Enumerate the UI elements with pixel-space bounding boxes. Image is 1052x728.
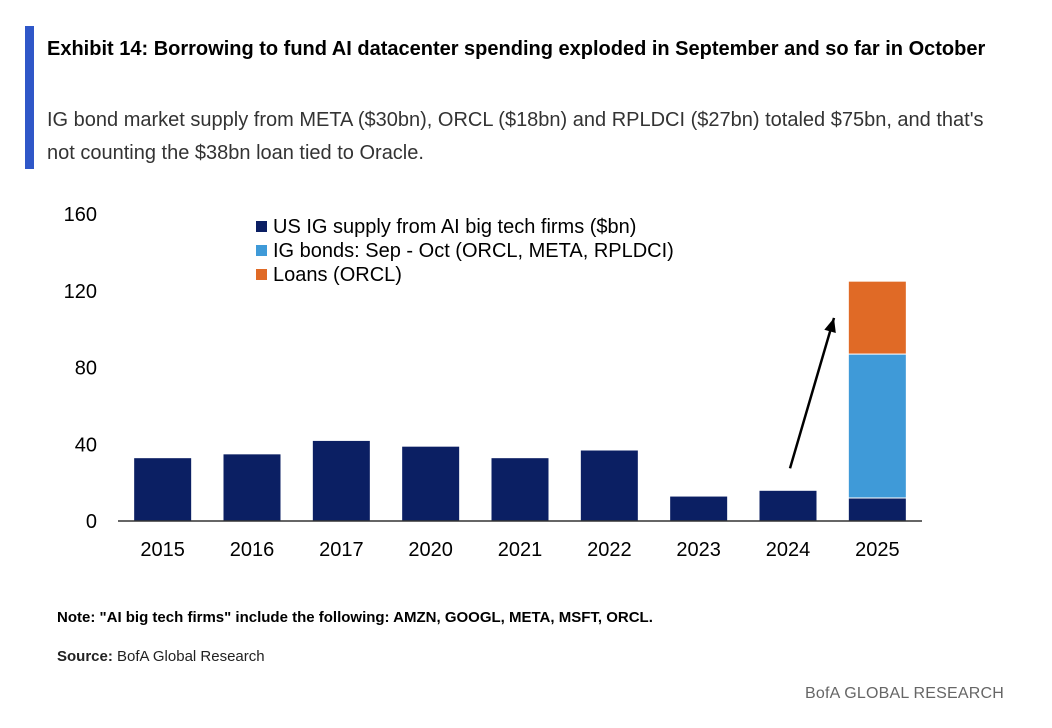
bar-segment bbox=[133, 457, 193, 522]
source-text: BofA Global Research bbox=[112, 648, 265, 665]
x-tick-label: 2020 bbox=[408, 539, 453, 561]
bar-chart: 0 40 80 120 160 2015 2016 2017 2020 2021 2022 2023 2… bbox=[64, 204, 922, 561]
y-tick-label: 80 bbox=[75, 358, 97, 380]
y-tick-label: 0 bbox=[86, 511, 97, 533]
y-tick-label: 120 bbox=[64, 281, 97, 303]
annotation-arrow-shaft bbox=[788, 317, 836, 469]
bar-segment bbox=[490, 457, 550, 522]
legend-swatch bbox=[256, 245, 267, 256]
y-tick-label: 160 bbox=[64, 204, 97, 226]
x-tick-label: 2016 bbox=[230, 539, 275, 561]
x-tick-label: 2021 bbox=[498, 539, 543, 561]
legend-label: IG bonds: Sep - Oct (ORCL, META, RPLDCI) bbox=[273, 240, 674, 262]
bar-segment bbox=[758, 489, 818, 522]
footer-brand: BofA GLOBAL RESEARCH bbox=[805, 685, 1005, 702]
legend-label: US IG supply from AI big tech firms ($bn… bbox=[273, 216, 636, 238]
bar-segment bbox=[847, 353, 907, 499]
chart-source: Source: BofA Global Research bbox=[57, 648, 265, 665]
legend-label: Loans (ORCL) bbox=[273, 264, 402, 286]
bar-segment bbox=[847, 280, 907, 355]
bar-segment bbox=[401, 445, 461, 522]
bar-segment bbox=[847, 497, 907, 522]
bar-segment bbox=[222, 453, 282, 522]
bar-segment bbox=[579, 449, 639, 522]
x-tick-label: 2025 bbox=[855, 539, 900, 561]
legend-swatch bbox=[256, 269, 267, 280]
x-tick-label: 2023 bbox=[676, 539, 721, 561]
chart-note: Note: "AI big tech firms" include the fo… bbox=[57, 609, 653, 626]
exhibit-title: Exhibit 14: Borrowing to fund AI datacen… bbox=[47, 38, 986, 60]
bar-segment bbox=[669, 495, 729, 522]
source-label: Source: bbox=[57, 648, 113, 665]
x-tick-label: 2022 bbox=[587, 539, 632, 561]
exhibit-subtitle: IG bond market supply from META ($30bn),… bbox=[47, 109, 984, 164]
x-tick-label: 2017 bbox=[319, 539, 364, 561]
y-tick-label: 40 bbox=[75, 434, 97, 456]
annotation-arrow-head bbox=[824, 317, 836, 334]
bar-segment bbox=[311, 439, 371, 522]
title-accent-bar bbox=[25, 26, 34, 169]
x-tick-label: 2024 bbox=[766, 539, 811, 561]
legend-swatch bbox=[256, 221, 267, 232]
x-tick-label: 2015 bbox=[140, 539, 185, 561]
